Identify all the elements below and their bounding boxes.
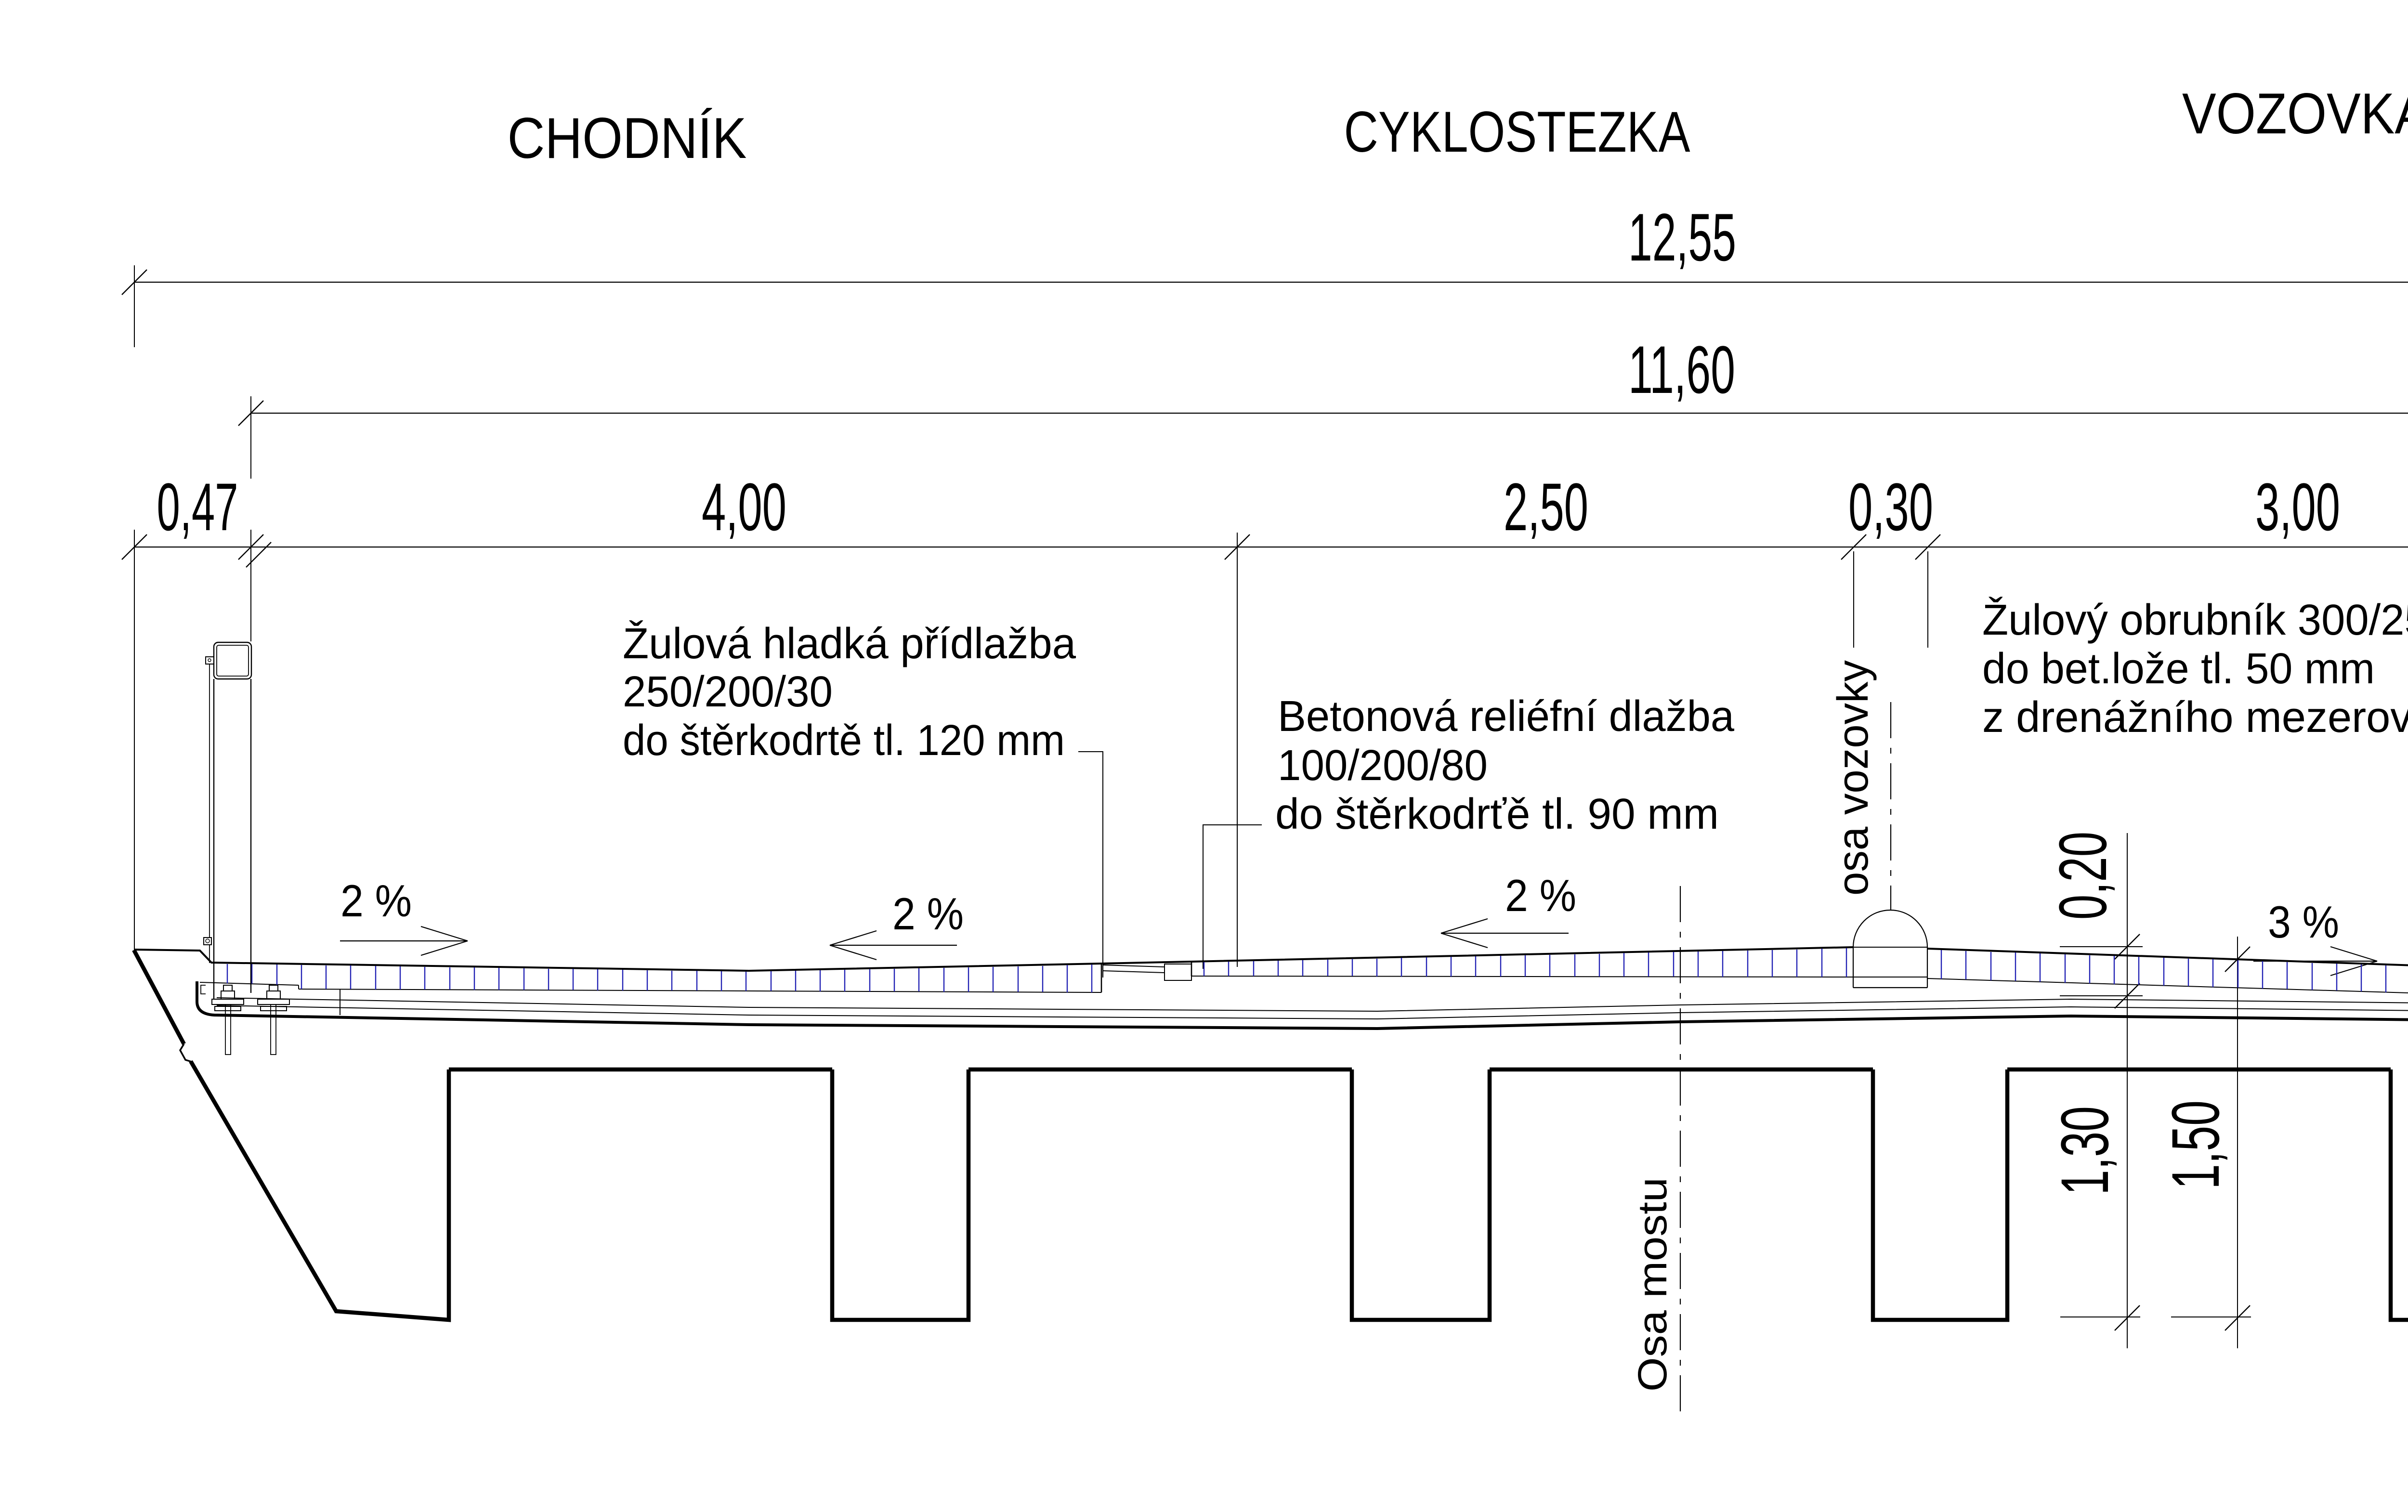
- svg-text:Žulový obrubník 300/250: Žulový obrubník 300/250: [1982, 596, 2408, 644]
- svg-text:11,60: 11,60: [1628, 332, 1735, 407]
- svg-text:Žulová hladká přídlažba: Žulová hladká přídlažba: [623, 620, 1076, 668]
- svg-text:1,30: 1,30: [2047, 1106, 2122, 1195]
- svg-text:0,30: 0,30: [1848, 469, 1933, 545]
- svg-text:12,55: 12,55: [1628, 199, 1736, 275]
- svg-text:CYKLOSTEZKA: CYKLOSTEZKA: [1344, 100, 1690, 164]
- svg-text:2 %: 2 %: [1505, 870, 1576, 921]
- svg-text:1,50: 1,50: [2158, 1100, 2233, 1189]
- svg-text:0,47: 0,47: [157, 469, 238, 545]
- svg-text:2 %: 2 %: [892, 888, 964, 939]
- svg-text:Betonová reliéfní dlažba: Betonová reliéfní dlažba: [1278, 692, 1735, 741]
- svg-text:z drenážního mezerovitého beto: z drenážního mezerovitého betonu: [1982, 693, 2408, 742]
- svg-text:0,20: 0,20: [2045, 832, 2120, 920]
- svg-text:osa vozovky: osa vozovky: [1829, 660, 1877, 896]
- svg-text:2,50: 2,50: [1504, 469, 1588, 545]
- svg-text:3,00: 3,00: [2255, 469, 2340, 545]
- svg-text:CHODNÍK: CHODNÍK: [508, 106, 747, 170]
- svg-text:do štěrkodrtě tl. 120 mm: do štěrkodrtě tl. 120 mm: [623, 717, 1065, 765]
- svg-text:do štěrkodrťě tl. 90 mm: do štěrkodrťě tl. 90 mm: [1275, 790, 1719, 838]
- svg-text:VOZOVKA: VOZOVKA: [2182, 81, 2408, 146]
- svg-text:100/200/80: 100/200/80: [1278, 742, 1488, 790]
- svg-text:4,00: 4,00: [702, 469, 786, 545]
- svg-text:2 %: 2 %: [340, 875, 412, 926]
- svg-text:250/200/30: 250/200/30: [623, 668, 833, 716]
- svg-text:do bet.lože tl. 50 mm: do bet.lože tl. 50 mm: [1982, 645, 2375, 693]
- svg-text:Osa mostu: Osa mostu: [1630, 1177, 1675, 1392]
- svg-text:3 %: 3 %: [2268, 897, 2339, 947]
